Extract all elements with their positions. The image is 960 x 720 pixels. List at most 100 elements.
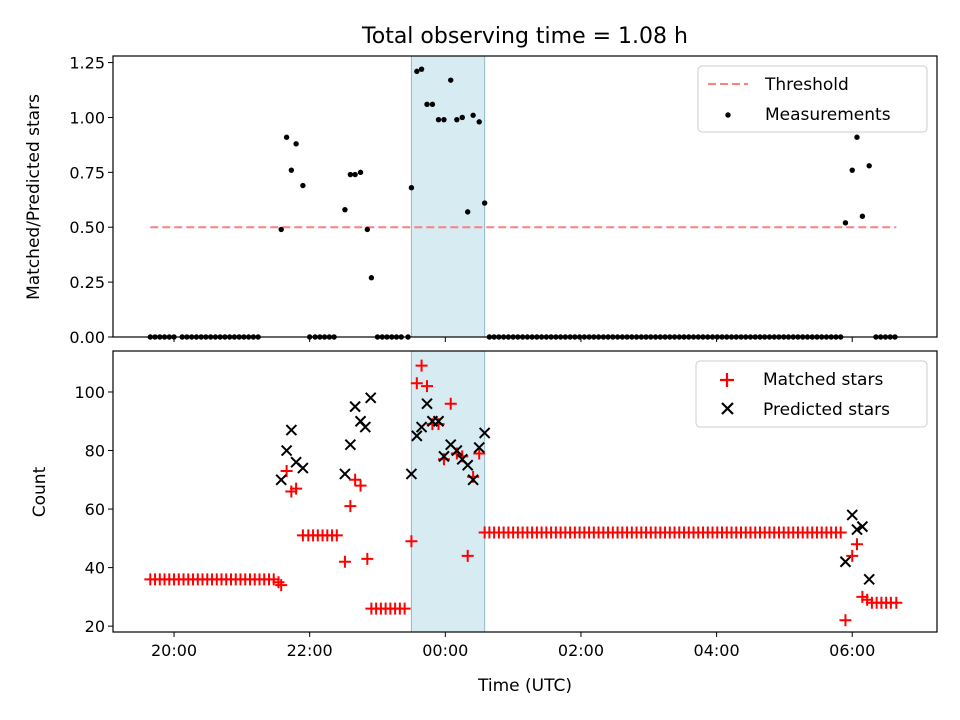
predicted-star-point bbox=[863, 573, 875, 586]
matched-star-point bbox=[890, 596, 903, 609]
measurement-point bbox=[300, 182, 306, 189]
predicted-star-point bbox=[280, 444, 293, 457]
predicted-star-point bbox=[275, 474, 287, 486]
measurement-point bbox=[352, 171, 358, 178]
x-tick-label: 22:00 bbox=[287, 641, 333, 660]
top-axes-frame bbox=[112, 55, 938, 338]
legend-measurements-label: Measurements bbox=[765, 105, 891, 125]
measurement-point bbox=[293, 141, 299, 147]
measurement-point bbox=[368, 275, 375, 281]
measurement-point bbox=[464, 209, 471, 215]
top-observing-window bbox=[410, 55, 486, 338]
predicted-star-point bbox=[411, 430, 423, 442]
predicted-star-point bbox=[405, 468, 418, 480]
predicted-star-point bbox=[432, 415, 445, 427]
predicted-star-point bbox=[473, 441, 485, 454]
measurement-point bbox=[448, 77, 454, 83]
bottom-y-tick-label: 40 bbox=[85, 559, 105, 578]
predicted-star-point bbox=[851, 523, 863, 536]
predicted-star-point bbox=[365, 392, 377, 404]
bottom-y-tick-label: 60 bbox=[85, 500, 105, 519]
x-tick-label: 04:00 bbox=[694, 641, 740, 660]
legend-threshold-label: Threshold bbox=[764, 75, 849, 95]
top-y-axis-label: Matched/Predicted stars bbox=[24, 94, 44, 300]
predicted-star-point bbox=[344, 438, 357, 451]
legend-predicted-swatch bbox=[721, 402, 734, 415]
matched-star-point bbox=[410, 377, 423, 390]
predicted-star-point bbox=[438, 450, 450, 463]
matched-star-point bbox=[272, 576, 285, 589]
matched-star-point bbox=[398, 602, 411, 615]
bottom-axes-frame bbox=[112, 350, 938, 633]
matched-star-point bbox=[361, 552, 374, 565]
top-y-tick-label: 0.25 bbox=[69, 273, 105, 292]
predicted-star-point bbox=[461, 459, 474, 471]
bottom-y-tick-label: 100 bbox=[74, 383, 105, 402]
matched-star-point bbox=[444, 397, 457, 410]
measurement-point bbox=[481, 200, 488, 206]
matched-star-point bbox=[461, 549, 474, 562]
measurement-point bbox=[435, 116, 442, 123]
measurement-point bbox=[418, 66, 425, 72]
x-tick-label: 00:00 bbox=[422, 641, 468, 660]
measurement-point bbox=[842, 220, 849, 226]
bottom-legend: Matched stars Predicted stars bbox=[695, 360, 928, 428]
measurement-point bbox=[278, 226, 284, 233]
measurement-point bbox=[408, 185, 415, 191]
top-legend-box bbox=[697, 65, 928, 133]
predicted-star-point bbox=[846, 509, 858, 521]
predicted-star-point bbox=[349, 400, 361, 413]
matched-star-point bbox=[405, 535, 418, 548]
matched-star-point bbox=[338, 555, 351, 568]
top-y-tick-label: 1.25 bbox=[69, 54, 105, 73]
x-tick-label: 06:00 bbox=[829, 641, 875, 660]
legend-matched-swatch bbox=[720, 373, 734, 387]
predicted-star-point bbox=[415, 421, 428, 433]
matched-star-point bbox=[415, 359, 428, 372]
measurement-point bbox=[342, 206, 348, 213]
chart-title: Total observing time = 1.08 h bbox=[361, 24, 688, 49]
predicted-star-point bbox=[839, 556, 852, 568]
top-legend: Threshold Measurements bbox=[697, 65, 928, 133]
top-panel: 0.00 0.25 0.50 0.75 1.00 1.25 Matched/Predict… bbox=[24, 54, 938, 347]
matched-star-point bbox=[275, 579, 288, 592]
top-y-tick-label: 0.75 bbox=[69, 163, 105, 182]
measurement-point bbox=[459, 114, 465, 121]
measurement-point bbox=[364, 226, 371, 233]
matched-star-point bbox=[349, 473, 362, 486]
x-tick-label: 02:00 bbox=[558, 641, 604, 660]
measurement-point bbox=[283, 134, 290, 140]
predicted-star-point bbox=[856, 520, 869, 533]
predicted-star-point bbox=[285, 424, 298, 436]
x-tick-label: 20:00 bbox=[151, 641, 197, 660]
predicted-star-point bbox=[451, 444, 463, 457]
matched-star-point bbox=[344, 500, 357, 513]
matched-star-point bbox=[850, 538, 863, 551]
matched-star-point bbox=[839, 614, 852, 627]
predicted-star-point bbox=[297, 462, 309, 474]
bottom-y-axis-label: Count bbox=[30, 466, 50, 517]
bottom-y-tick-label: 20 bbox=[85, 617, 105, 636]
measurement-point bbox=[288, 167, 295, 173]
measurement-point bbox=[441, 116, 447, 123]
x-axis-label: Time (UTC) bbox=[477, 676, 572, 696]
measurement-point bbox=[424, 101, 430, 107]
matched-star-point bbox=[834, 526, 847, 539]
matched-star-point bbox=[421, 380, 434, 393]
bottom-legend-box bbox=[695, 360, 928, 428]
top-y-tick-label: 0.00 bbox=[69, 328, 105, 347]
matched-star-point bbox=[354, 479, 367, 492]
measurement-point bbox=[849, 167, 855, 173]
predicted-star-point bbox=[359, 421, 371, 433]
measurement-point bbox=[476, 119, 482, 125]
top-y-tick-label: 1.00 bbox=[69, 108, 105, 127]
measurement-point bbox=[454, 116, 460, 123]
legend-matched-label: Matched stars bbox=[763, 370, 883, 390]
matched-star-point bbox=[846, 549, 859, 562]
measurement-point bbox=[414, 68, 420, 75]
predicted-star-point bbox=[421, 397, 433, 410]
measurement-point bbox=[429, 101, 436, 107]
bottom-y-tick-label: 80 bbox=[85, 442, 105, 461]
matched-star-point bbox=[290, 482, 303, 495]
